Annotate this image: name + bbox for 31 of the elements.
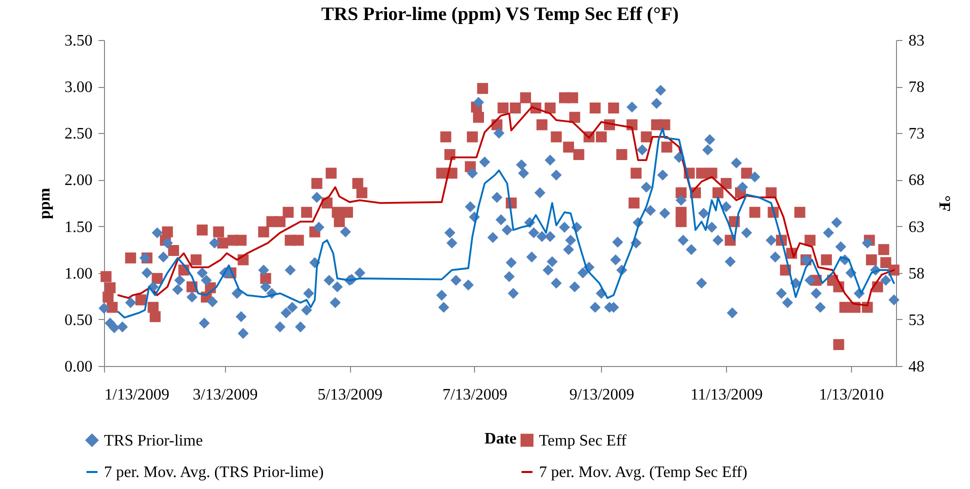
y2-tick-label: 83 <box>908 32 924 50</box>
y2-tick-label: 78 <box>908 79 924 96</box>
y-tick-label: 2.00 <box>64 172 92 190</box>
y-tick-label: 1.00 <box>64 265 92 282</box>
x-tick-label: 1/13/2010 <box>819 386 884 404</box>
x-tick-label: 11/13/2009 <box>690 386 763 404</box>
legend-label: 7 per. Mov. Avg. (Temp Sec Eff) <box>539 464 748 481</box>
x-tick-label: 3/13/2009 <box>192 386 258 404</box>
chart-title: TRS Prior-lime (ppm) VS Temp Sec Eff (°F) <box>321 4 679 25</box>
y2-tick-label: 48 <box>908 358 924 376</box>
y-tick-label: 1.50 <box>64 218 92 236</box>
y-tick-label: 3.50 <box>64 32 92 50</box>
y-tick-label: 2.50 <box>64 126 92 143</box>
legend-label: Temp Sec Eff <box>539 432 628 450</box>
legend-label: TRS Prior-lime <box>104 432 203 450</box>
x-tick-label: 7/13/2009 <box>442 386 508 404</box>
x-axis-title: Date <box>484 430 516 448</box>
y2-axis-title: °F <box>936 195 952 212</box>
y2-tick-label: 73 <box>908 126 924 143</box>
legend-label: 7 per. Mov. Avg. (TRS Prior-lime) <box>104 464 324 481</box>
y-tick-label: 3.00 <box>64 79 92 96</box>
x-tick-label: 1/13/2009 <box>104 386 170 404</box>
y2-tick-label: 68 <box>908 172 924 190</box>
y-tick-label: 0.00 <box>64 358 92 376</box>
y2-tick-label: 58 <box>908 265 924 282</box>
y-tick-label: 0.50 <box>64 312 92 329</box>
y2-tick-label: 53 <box>908 312 924 329</box>
y-axis-title: ppm <box>36 187 54 220</box>
x-tick-label: 5/13/2009 <box>318 386 383 404</box>
y2-tick-label: 63 <box>908 218 924 236</box>
x-tick-label: 9/13/2009 <box>569 386 634 404</box>
